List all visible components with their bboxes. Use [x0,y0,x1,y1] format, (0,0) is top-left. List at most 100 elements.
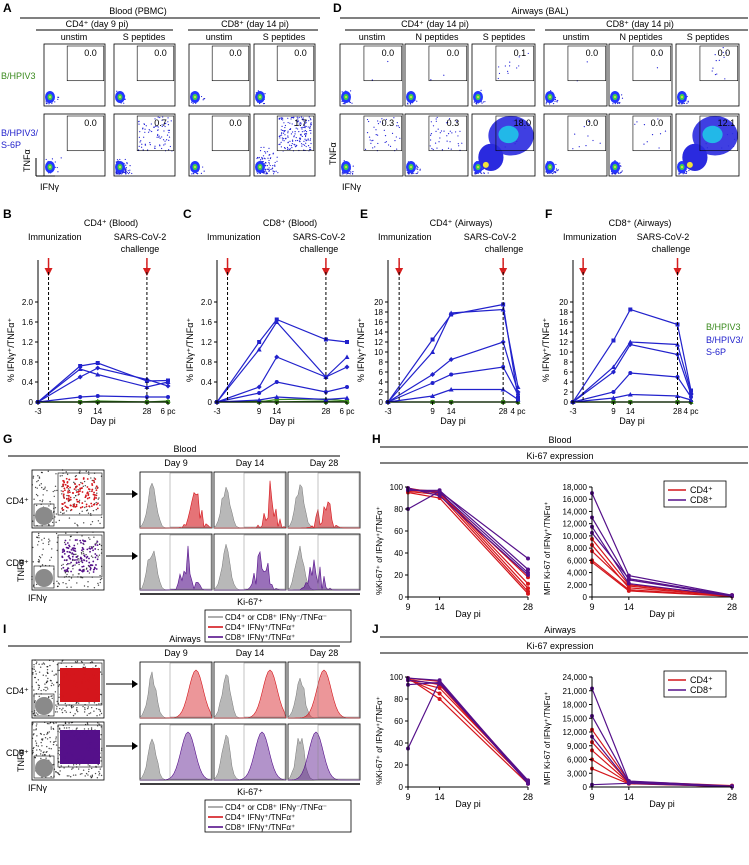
chart-J-right-line-1-0 [591,688,733,787]
panel-d-flow-r2-5-value: 12.1 [718,118,736,128]
chart-B-ylabel: % IFNγ⁺/TNFα⁺ [6,318,16,382]
panel-d-x-axis: IFNγ [342,182,361,192]
panel-d-condition-2: S peptides [483,32,526,42]
chart-H-right-xlabel: Day pi [649,609,675,619]
chart-F-ytick-label-5: 10 [559,348,568,357]
panel-a-row-b-hpiv3-s6p-2: S-6P [1,140,21,150]
panel-a-flow-r1-3-value: 0.0 [294,48,307,58]
chart-E-series-1-line-2 [387,341,519,403]
panel-a-condition-2: unstim [206,32,233,42]
chart-C-immunization: Immunization [207,232,261,242]
panel-d-flow-r1-3 [543,43,608,107]
chart-F-ytick-label-1: 2 [564,388,569,397]
chart-E-xtick-label-2: 14 [447,407,456,416]
chart-E-point-1-4-2 [448,387,454,392]
chart-B-point-1-1-1 [77,366,83,371]
chart-J-left-ytick-label-2: 40 [394,739,403,748]
chart-C-xtick-label-2: 14 [272,407,281,416]
panel-h-legend-label-1: CD8⁺ [690,495,713,505]
chart-E-point-1-3-2 [449,372,454,377]
panel-d-title: Airways (BAL) [511,6,568,16]
chart-B-xtick-label-1: 9 [78,407,83,416]
panel-letter-H: H [372,432,381,446]
chart-B-ytick-label-1: 0.4 [22,378,34,387]
panel-d-flow-r1-5-value: 0.0 [718,48,731,58]
chart-E-point-1-3-1 [430,381,435,385]
chart-B-xtick-label-3: 28 [142,407,151,416]
panel-d-flow-r1-4 [608,43,673,107]
chart-E-xtick-label-3: 28 [499,407,508,416]
panel-d-flow-r2-1 [404,113,469,177]
chart-J-right-line-0-2 [591,749,733,787]
chart-E-xlabel: Day pi [440,416,466,426]
chart-C-title: CD8⁺ (Blood) [263,218,317,228]
panel-d-group-cd4: CD4⁺ (day 14 pi) [401,19,469,29]
panel-a-flow-r2-0 [43,113,106,177]
chart-C-ylabel: % IFNγ⁺/TNFα⁺ [185,318,195,382]
panel-a-x-axis: IFNγ [40,182,59,192]
chart-C-ytick-label-2: 0.8 [201,358,213,367]
chart-J-left-ytick-label-4: 80 [394,695,403,704]
chart-E-ytick-label-1: 2 [379,388,384,397]
chart-F-ytick-label-9: 18 [559,308,568,317]
chart-C-point-1-3-2 [274,380,279,384]
panel-a-flow-r1-1-value: 0.0 [154,48,167,58]
chart-C-xtick-label-4: 6 pc [339,407,354,416]
chart-F-series-1-line-3 [572,372,692,403]
panel-g-legend-label-2: CD8⁺ IFNγ⁺/TNFα⁺ [225,633,295,642]
panel-a-group-cd4: CD4⁺ (day 9 pi) [66,19,129,29]
chart-B-challenge-2: challenge [121,244,160,254]
chart-J-right-ytick-label-0: 0 [583,783,588,792]
chart-C-ytick-label-0: 0 [208,398,213,407]
panel-d-flow-r1-0-value: 0.0 [382,48,395,58]
panel-a-row-b-hpiv3: B/HPIV3 [1,71,36,81]
chart-C-point-0-1-2 [274,397,280,402]
chart-E-xtick-label-4: 4 pc [510,407,525,416]
chart-J-right-ylabel: MFI Ki-67 of IFNγ⁺/TNFα⁺ [543,691,552,785]
panel-j-legend-label-1: CD8⁺ [690,685,713,695]
chart-J-right-line-1-2 [591,736,733,788]
chart-C-challenge-1: SARS-CoV-2 [293,232,346,242]
chart-H-right-ytick-label-8: 16,000 [563,495,588,504]
chart-E-ytick-label-10: 20 [374,298,383,307]
panel-d-flow-r2-5 [675,113,740,177]
chart-C-point-1-2-2 [274,354,280,360]
chart-B-point-1-1-2 [95,372,101,377]
chart-F-point-1-4-2 [627,392,633,397]
chart-J-right-xtick-label-2: 28 [727,792,737,802]
chart-E-point-1-2-2 [448,357,454,362]
chart-B-point-1-3-4 [166,395,170,399]
chart-H-left-xtick-label-0: 9 [405,602,410,612]
panel-a-title: Blood (PBMC) [109,6,167,16]
panel-d-flow-r1-1-value: 0.0 [447,48,460,58]
panel-letter-J: J [372,622,379,636]
panel-a-group-cd8: CD8⁺ (day 14 pi) [221,19,289,29]
chart-H-right-ytick-label-5: 10,000 [563,532,588,541]
panel-d-flow-r2-2-value: 18.0 [514,118,532,128]
chart-F-point-1-4-4 [688,397,694,402]
chart-F-point-1-0-2 [628,307,633,312]
panel-i-title: Airways [169,634,201,644]
chart-H-left-xtick-label-2: 28 [523,602,533,612]
chart-H-right-line-0-0 [591,538,733,596]
chart-J-left-ytick-label-3: 60 [394,717,403,726]
chart-C-point-1-1-2 [274,319,280,324]
panel-a-row-b-hpiv3-s6p-1: B/HPIV3/ [1,128,39,138]
chart-F-point-1-2-2 [627,342,633,347]
chart-H-right-ytick-label-9: 18,000 [563,483,588,492]
panel-d-flow-r2-1-value: 0.3 [447,118,460,128]
panel-a-flow-r1-2-value: 0.0 [229,48,242,58]
chart-E-point-1-4-1 [430,393,436,398]
chart-F [570,268,694,405]
chart-H-right-point-1-2-1 [626,581,631,586]
chart-H-right-xtick-label-2: 28 [727,602,737,612]
panel-a-flow-r1-0-value: 0.0 [84,48,97,58]
chart-F-immunization: Immunization [563,232,617,242]
chart-E-ytick-label-0: 0 [379,398,384,407]
chart-C-point-1-2-1 [256,384,262,390]
panel-g-hist-1-2 [287,533,361,591]
chart-H-left-point-0-1-2 [526,586,530,591]
panel-g-legend-label-0: CD4⁺ or CD8⁺ IFNγ⁻/TNFα⁻ [225,613,327,622]
chart-C-point-1-3-4 [345,385,349,389]
chart-B-xlabel: Day pi [90,416,116,426]
